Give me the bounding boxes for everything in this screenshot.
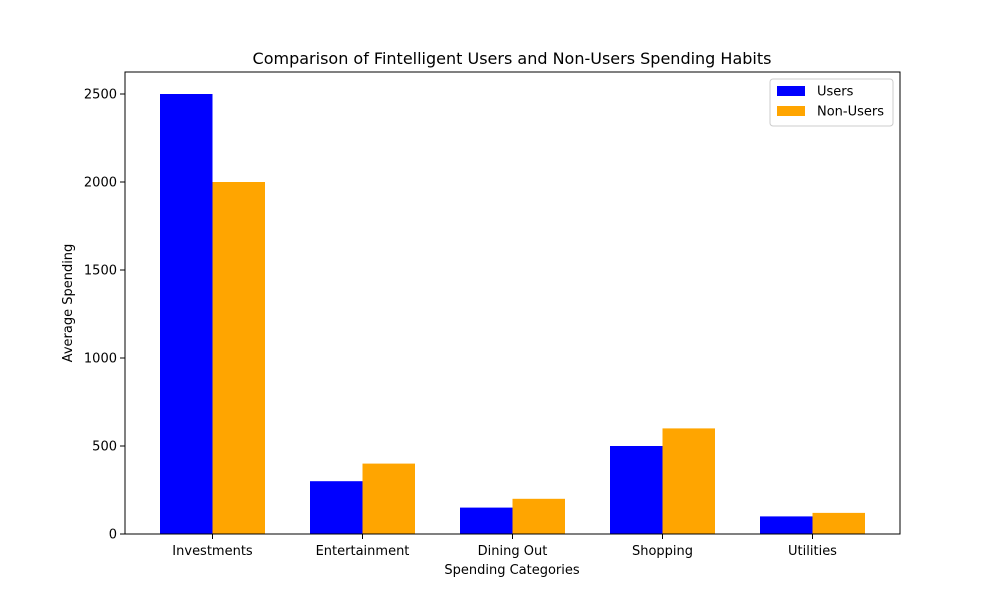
bar-users-entertainment xyxy=(310,481,363,534)
y-axis-label: Average Spending xyxy=(61,244,76,363)
y-tick-label: 2500 xyxy=(84,88,117,103)
x-tick-label: Dining Out xyxy=(478,544,548,559)
x-tick-label: Entertainment xyxy=(316,544,410,559)
bar-non-users-investments xyxy=(212,182,265,534)
legend-label: Users xyxy=(817,85,854,100)
bar-non-users-utilities xyxy=(812,512,865,534)
bar-users-shopping xyxy=(610,446,663,534)
y-axis-ticks: 0 500 1000 1500 2000 2500 xyxy=(84,88,125,543)
bar-non-users-entertainment xyxy=(362,463,415,534)
x-tick-label: Utilities xyxy=(788,544,837,559)
bar-users-investments xyxy=(160,94,213,534)
chart-title: Comparison of Fintelligent Users and Non… xyxy=(253,49,772,68)
y-tick-label: 2000 xyxy=(84,176,117,191)
bars-layer xyxy=(160,94,865,534)
legend-swatch xyxy=(777,106,805,116)
bar-users-utilities xyxy=(760,516,813,534)
y-tick-label: 1500 xyxy=(84,264,117,279)
legend-swatch xyxy=(777,86,805,96)
x-tick-label: Shopping xyxy=(632,544,693,559)
x-axis-label: Spending Categories xyxy=(444,563,580,578)
y-tick-label: 1000 xyxy=(84,352,117,367)
x-axis-ticks: Investments Entertainment Dining Out Shoppi… xyxy=(172,534,837,559)
legend-label: Non-Users xyxy=(817,105,884,120)
bar-non-users-dining-out xyxy=(512,498,565,534)
legend: Users Non-Users xyxy=(769,78,894,127)
bar-users-dining-out xyxy=(460,507,513,534)
y-tick-label: 0 xyxy=(109,528,117,543)
x-tick-label: Investments xyxy=(172,544,253,559)
bar-non-users-shopping xyxy=(662,428,715,534)
y-tick-label: 500 xyxy=(92,440,117,455)
